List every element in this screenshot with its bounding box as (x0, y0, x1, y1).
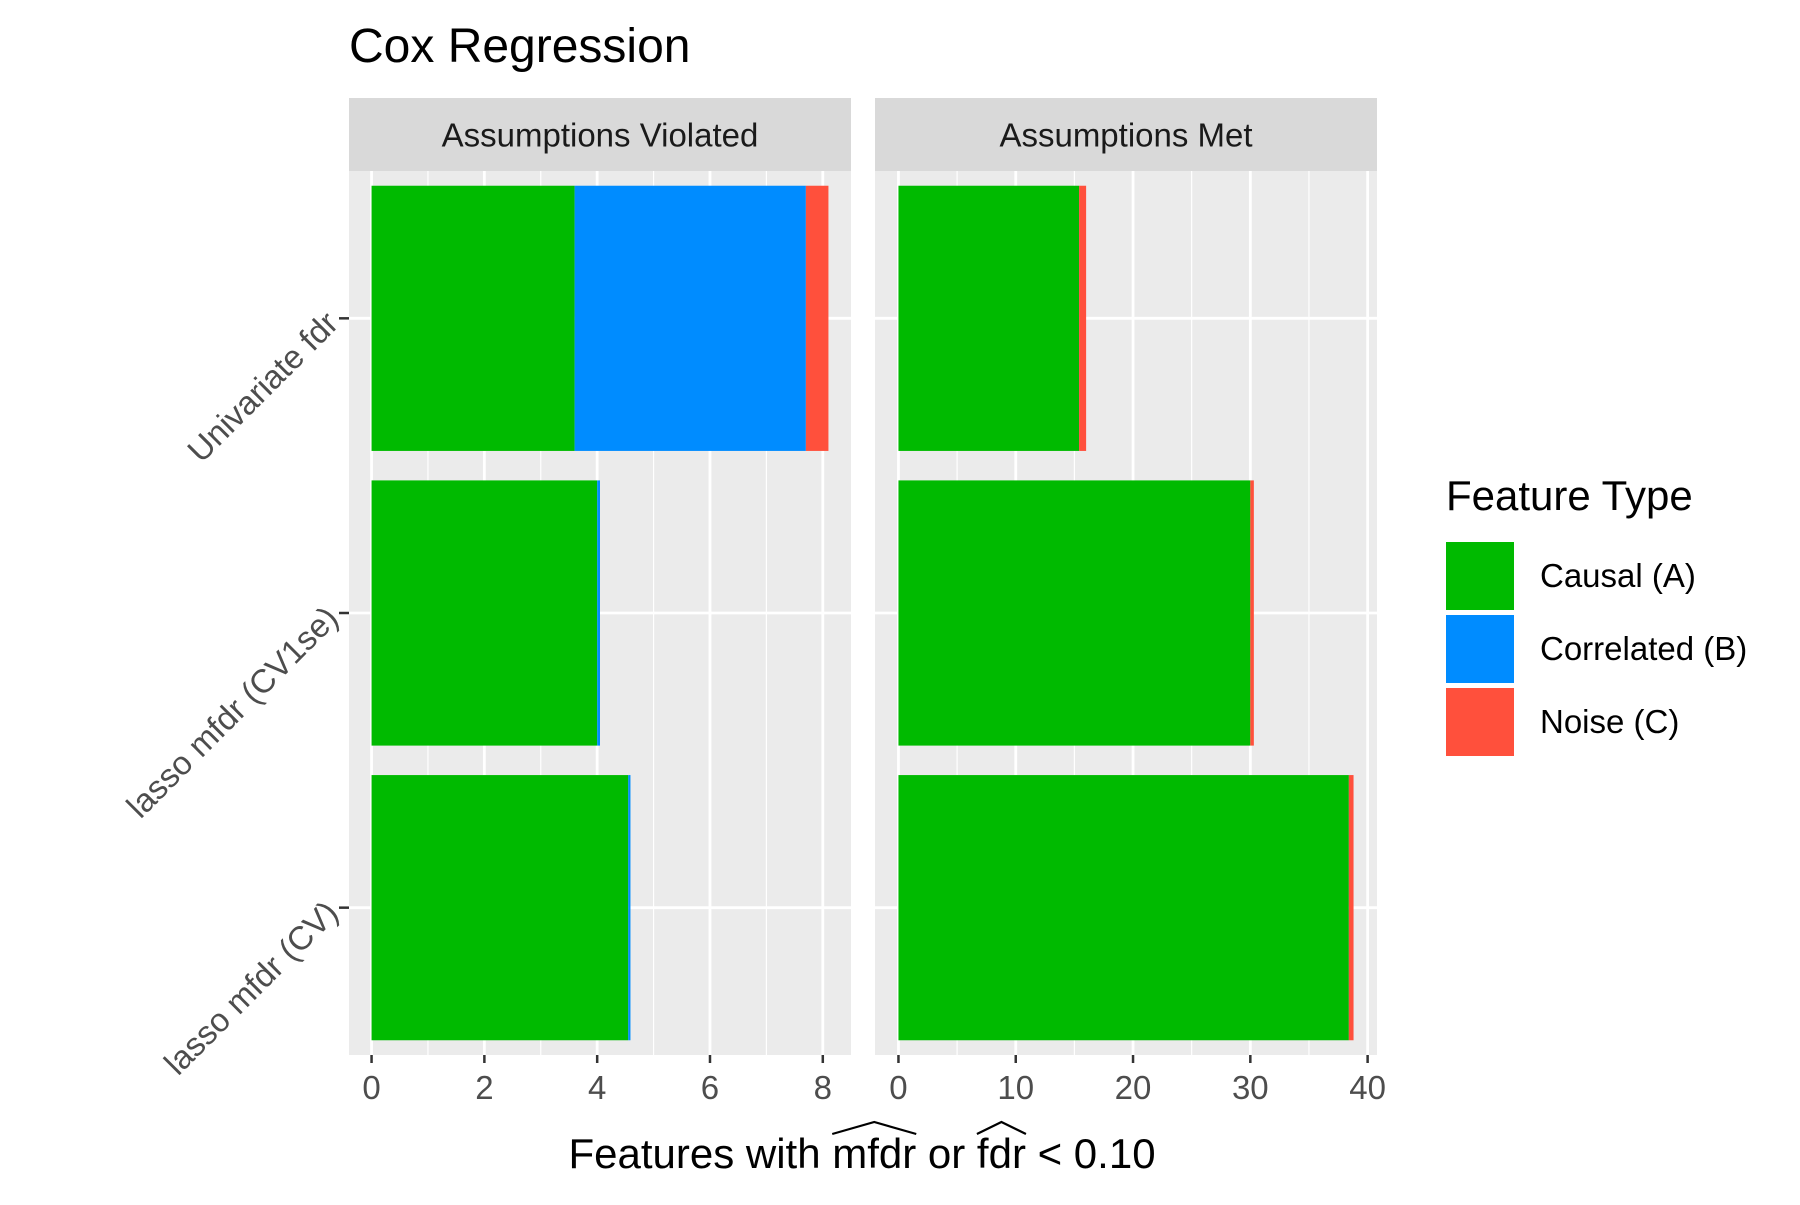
legend-key (1446, 615, 1514, 683)
x-axis-label-suffix: < 0.10 (1026, 1130, 1156, 1177)
legend-label: Correlated (B) (1540, 630, 1747, 667)
bar-segment (1348, 775, 1354, 1041)
x-axis-label: Features with mfdr or fdr < 0.10 (568, 1130, 1155, 1177)
y-axis: Univariate fdr lasso mfdr (CV1se) lasso mf… (119, 304, 349, 1082)
bar-segment (898, 185, 1080, 451)
legend-title: Feature Type (1446, 472, 1693, 519)
facet-strip (875, 98, 1377, 171)
x-tick-label: 10 (997, 1069, 1034, 1106)
x-axis-label-term2: fdr (977, 1130, 1026, 1177)
bar-segment (898, 775, 1349, 1041)
bar-segment (371, 480, 598, 746)
x-tick-label: 20 (1115, 1069, 1152, 1106)
x-tick-label: 0 (889, 1069, 907, 1106)
hat-accent-fdr (976, 1120, 1027, 1135)
x-tick-label: 4 (588, 1069, 606, 1106)
y-tick-label: Univariate fdr (180, 304, 345, 469)
x-tick-label: 6 (701, 1069, 719, 1106)
x-tick-label: 0 (362, 1069, 380, 1106)
bar-segment (628, 775, 631, 1041)
facet-panel-1: Assumptions Met 0 10 20 30 40 (875, 98, 1386, 1106)
facet-strip (349, 98, 851, 171)
y-tick-label: lasso mfdr (CV1se) (119, 599, 345, 825)
legend-key (1446, 688, 1514, 756)
legend-key (1446, 542, 1514, 610)
legend-label: Noise (C) (1540, 703, 1679, 740)
x-axis-label-term1: mfdr (832, 1130, 916, 1177)
facet-strip-label: Assumptions Met (999, 117, 1252, 154)
bar-segment (1079, 185, 1087, 451)
facet-panel-0: Assumptions Violated 0 2 4 6 8 (349, 98, 851, 1106)
x-tick-label: 30 (1232, 1069, 1269, 1106)
bar-segment (574, 185, 806, 451)
x-axis-label-middle: or (916, 1130, 977, 1177)
facet-strip-label: Assumptions Violated (442, 117, 759, 154)
chart-title: Cox Regression (349, 20, 690, 73)
hat-accent-mfdr (831, 1120, 917, 1136)
bar-segment (371, 775, 629, 1041)
bar-segment (371, 185, 575, 451)
bar-segment (597, 480, 600, 746)
legend: Feature Type Causal (A) Correlated (B) Nois… (1446, 472, 1747, 756)
x-axis-label-prefix: Features with (568, 1130, 832, 1177)
x-tick-label: 8 (814, 1069, 832, 1106)
y-tick-label: lasso mfdr (CV) (157, 894, 345, 1082)
legend-label: Causal (A) (1540, 557, 1696, 594)
bar-segment (898, 480, 1251, 746)
x-axis-title: Features with mfdr or fdr < 0.10 (568, 1120, 1156, 1177)
x-tick-label: 2 (475, 1069, 493, 1106)
bar-segment (805, 185, 829, 451)
bar-segment (1250, 480, 1254, 746)
x-tick-label: 40 (1349, 1069, 1386, 1106)
